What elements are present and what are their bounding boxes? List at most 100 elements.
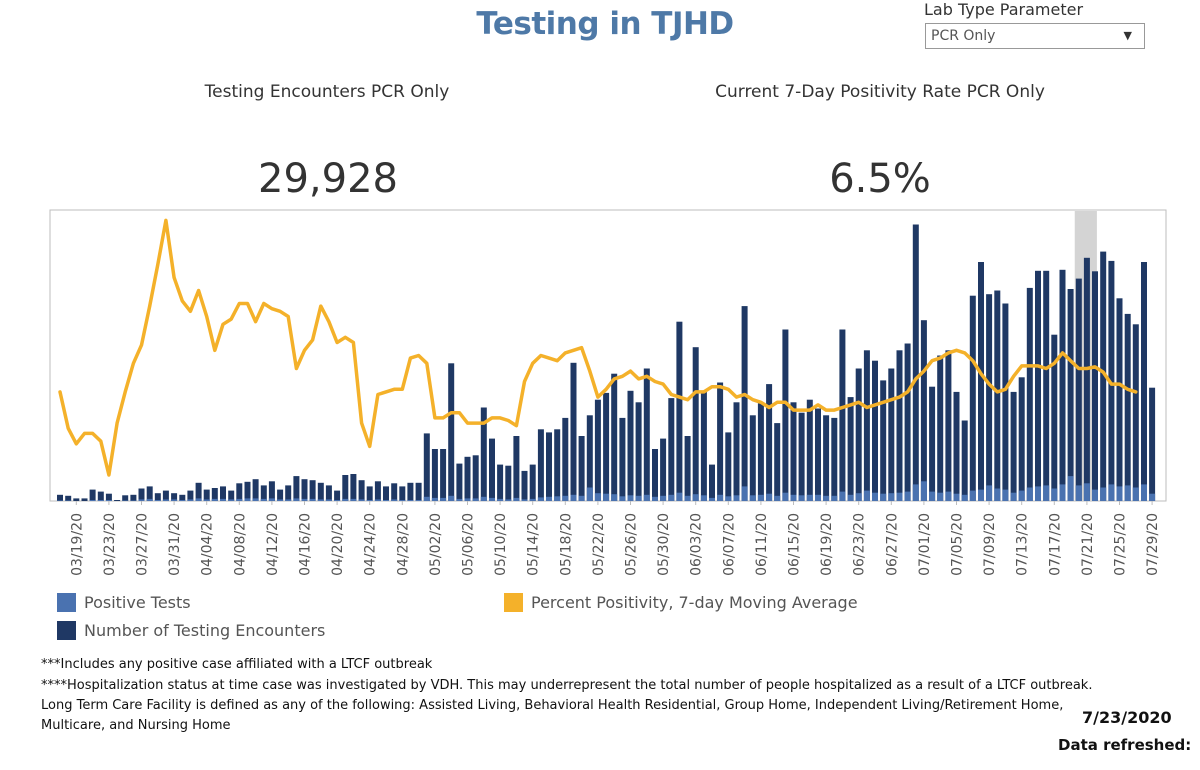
- lab-type-select[interactable]: PCR Only ▼: [925, 23, 1145, 49]
- chevron-down-icon[interactable]: ▼: [1123, 29, 1132, 42]
- encounters-bar: [945, 350, 952, 501]
- x-tick-label: 05/14/20: [526, 513, 542, 576]
- positive-bar: [1149, 493, 1156, 501]
- encounters-bar: [260, 485, 267, 501]
- positive-bar: [904, 491, 911, 501]
- positive-bar: [236, 498, 243, 501]
- encounters-kpi-value: 29,928: [258, 156, 398, 202]
- encounters-bar: [415, 482, 422, 501]
- positive-bar: [391, 499, 398, 501]
- positive-bar: [277, 499, 284, 501]
- x-tick-label: 06/15/20: [787, 513, 803, 576]
- x-tick-label: 06/03/20: [689, 513, 705, 576]
- positive-bar: [440, 497, 447, 501]
- encounters-bar: [187, 490, 194, 501]
- lab-type-select-value: PCR Only: [931, 28, 996, 44]
- encounters-bar: [73, 498, 80, 501]
- x-tick-label: 05/18/20: [558, 513, 574, 576]
- x-tick-label: 03/31/20: [167, 513, 183, 576]
- positive-bar: [676, 492, 683, 501]
- positive-bar: [309, 498, 316, 501]
- encounters-bar: [880, 380, 887, 501]
- encounters-bar: [668, 398, 675, 501]
- positive-bar: [489, 497, 495, 501]
- positive-bar: [1018, 490, 1025, 501]
- positive-bar: [268, 498, 275, 501]
- positive-bar: [969, 490, 976, 501]
- positive-bar: [766, 493, 773, 501]
- positive-bar: [342, 498, 349, 501]
- encounters-bar: [505, 465, 512, 501]
- encounters-bar: [920, 320, 927, 501]
- positive-bar: [929, 491, 936, 501]
- encounters-bar: [660, 438, 667, 501]
- encounters-bar: [766, 384, 773, 501]
- encounters-bar: [774, 423, 781, 501]
- positive-bar: [1108, 484, 1115, 501]
- encounters-bar: [1108, 260, 1115, 501]
- positive-bar: [1035, 486, 1041, 501]
- encounters-bar: [456, 463, 463, 501]
- positive-bar: [513, 497, 520, 501]
- positive-bar: [798, 495, 805, 501]
- encounters-bar: [130, 494, 137, 501]
- encounters-bar: [635, 402, 642, 501]
- encounters-bar: [1051, 334, 1058, 501]
- lab-type-parameter-label: Lab Type Parameter: [924, 0, 1084, 19]
- encounters-bar: [105, 493, 112, 501]
- encounters-bar: [929, 386, 936, 501]
- positive-bar: [774, 495, 781, 501]
- encounters-bar: [65, 495, 72, 501]
- positive-bar: [806, 494, 813, 501]
- encounters-bar: [325, 485, 332, 501]
- positive-bar: [1059, 484, 1066, 501]
- encounters-bar: [97, 491, 104, 501]
- positive-bar: [1124, 485, 1131, 501]
- x-tick-label: 07/01/20: [917, 513, 933, 576]
- positive-bar: [692, 494, 699, 501]
- encounters-bar: [1010, 391, 1017, 501]
- x-tick-label: 07/05/20: [950, 513, 966, 576]
- legend-positive-tests[interactable]: Positive Tests: [57, 593, 191, 612]
- positive-bar: [961, 494, 968, 501]
- x-tick-label: 06/07/20: [721, 513, 737, 576]
- encounters-bar: [1059, 269, 1066, 501]
- x-tick-label: 04/28/20: [395, 513, 411, 576]
- positive-bar: [179, 500, 186, 501]
- positive-bar: [105, 500, 112, 501]
- testing-chart: 03/19/20 03/23/20 03/27/20 03/31/20 04/04/20…: [49, 209, 1167, 576]
- positive-bar: [863, 490, 870, 501]
- positive-bar: [855, 493, 862, 501]
- positive-bar: [423, 496, 430, 501]
- positive-bar: [578, 495, 585, 501]
- encounters-bar: [603, 392, 610, 501]
- encounters-bar: [619, 417, 626, 501]
- positive-bar: [285, 499, 292, 501]
- encounters-bar: [994, 290, 1001, 501]
- encounters-bar: [122, 495, 129, 501]
- positive-bar: [122, 500, 129, 501]
- positive-bar: [1075, 485, 1082, 501]
- encounters-bar: [1124, 313, 1131, 501]
- positive-bar: [211, 498, 218, 501]
- positive-bar: [97, 500, 104, 501]
- legend-moving-average[interactable]: Percent Positivity, 7-day Moving Average: [504, 593, 858, 612]
- encounters-bar: [252, 479, 259, 501]
- encounters-bar: [1100, 251, 1107, 501]
- encounters-bar: [440, 449, 447, 501]
- positive-bar: [203, 499, 210, 501]
- positive-bar: [464, 498, 471, 501]
- positive-bar: [57, 500, 63, 501]
- positive-bar: [603, 493, 610, 501]
- positive-bar: [749, 495, 756, 501]
- positive-bar: [945, 491, 952, 501]
- legend-testing-encounters[interactable]: Number of Testing Encounters: [57, 621, 325, 640]
- encounters-bar: [578, 436, 585, 501]
- positive-bar: [554, 496, 561, 501]
- x-tick-label: 03/27/20: [135, 513, 151, 576]
- encounters-bar: [888, 368, 895, 501]
- encounters-bar: [978, 262, 984, 501]
- positive-bar: [1116, 486, 1123, 501]
- encounters-bar: [464, 456, 471, 501]
- encounters-bar: [554, 429, 561, 501]
